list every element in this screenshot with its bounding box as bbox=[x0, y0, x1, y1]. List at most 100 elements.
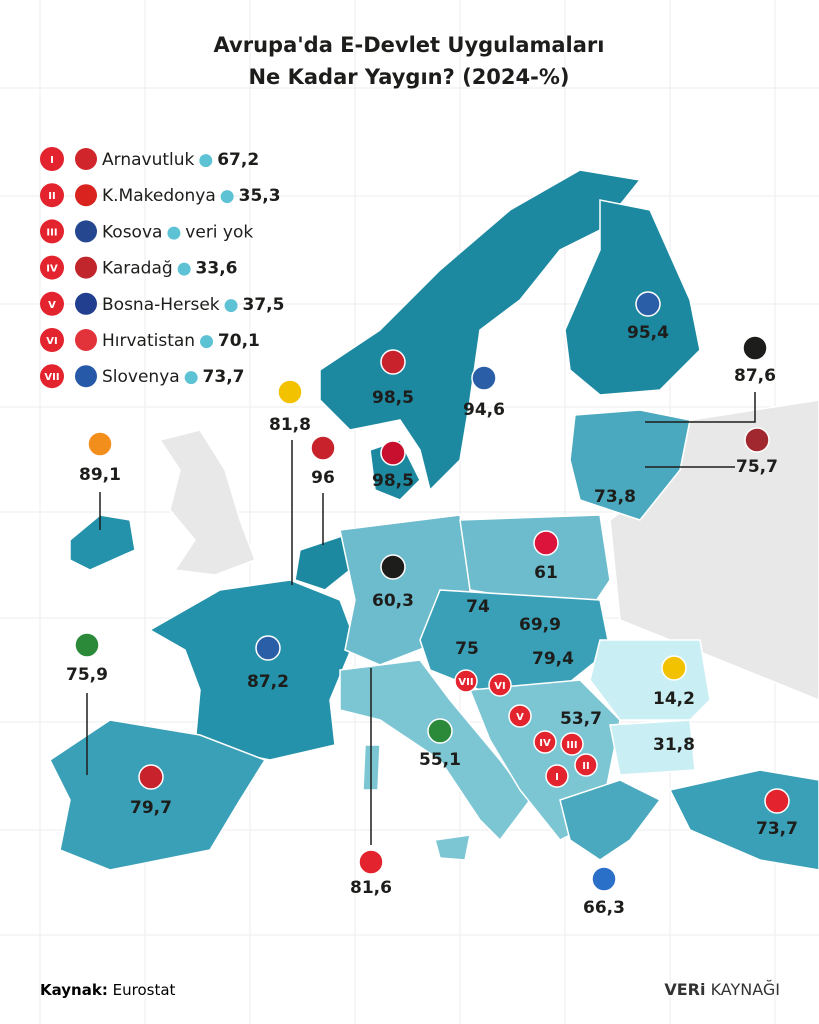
map-value: 79,7 bbox=[130, 798, 172, 818]
numeral: VI bbox=[46, 336, 57, 347]
brand-bold: VERi bbox=[664, 980, 705, 999]
flag bbox=[75, 365, 97, 388]
flag bbox=[138, 764, 164, 790]
map-numeral: I bbox=[555, 772, 559, 783]
leader-lines bbox=[86, 392, 756, 845]
title-line: Avrupa'da E-Devlet Uygulamaları bbox=[214, 33, 605, 57]
flag bbox=[75, 184, 97, 207]
map-numeral-badge bbox=[454, 669, 478, 693]
flag bbox=[427, 718, 453, 744]
map-value: 61 bbox=[534, 563, 558, 583]
numeral: III bbox=[46, 227, 57, 238]
dot: ● bbox=[166, 222, 181, 242]
map-numeral-badge bbox=[488, 673, 512, 697]
map-value: 75,9 bbox=[66, 665, 108, 685]
numeral: IV bbox=[46, 264, 58, 275]
dot: ● bbox=[198, 150, 213, 170]
numeral: II bbox=[48, 191, 55, 202]
map-numeral: IV bbox=[539, 738, 551, 749]
source: Kaynak: Eurostat bbox=[40, 981, 176, 999]
map-value: 31,8 bbox=[653, 735, 695, 755]
map-value: 55,1 bbox=[419, 750, 461, 770]
flag bbox=[380, 349, 406, 375]
flag bbox=[380, 440, 406, 466]
dot: ● bbox=[224, 295, 239, 315]
map-numeral: II bbox=[582, 761, 589, 772]
country-name: Bosna-Hersek bbox=[102, 295, 220, 315]
numeral-badge bbox=[40, 328, 64, 352]
map-numeral-badge bbox=[574, 753, 598, 777]
dot: ● bbox=[220, 186, 235, 206]
country-value: 33,6 bbox=[196, 259, 238, 279]
map-value: 96 bbox=[311, 468, 335, 488]
map-value: 73,7 bbox=[756, 819, 798, 839]
flag bbox=[75, 292, 97, 315]
map-value: 95,4 bbox=[627, 323, 669, 343]
map-value: 98,5 bbox=[372, 388, 414, 408]
numeral-badge bbox=[40, 364, 64, 389]
flag bbox=[661, 655, 687, 681]
flag bbox=[764, 788, 790, 814]
map-value: 14,2 bbox=[653, 689, 695, 709]
map-value: 98,5 bbox=[372, 471, 414, 491]
country-name: Slovenya bbox=[102, 367, 180, 387]
country-name: Karadağ bbox=[102, 259, 173, 279]
legend-entry: Bosna-Hersek ● 37,5 bbox=[102, 295, 284, 315]
map-numeral: VII bbox=[458, 677, 473, 688]
dot: ● bbox=[199, 331, 214, 351]
map-value: 60,3 bbox=[372, 591, 414, 611]
map-value: 87,2 bbox=[247, 672, 289, 692]
map-numeral-badge bbox=[533, 730, 557, 754]
flag bbox=[742, 335, 768, 361]
title-line: Ne Kadar Yaygın? (2024-%) bbox=[248, 65, 569, 89]
country-value: 37,5 bbox=[242, 295, 284, 315]
map-value: 74 bbox=[466, 597, 490, 617]
flag bbox=[75, 220, 97, 243]
country-value: 67,2 bbox=[217, 150, 259, 170]
source-name: Eurostat bbox=[113, 981, 176, 999]
flag bbox=[310, 435, 336, 461]
map-value: 53,7 bbox=[560, 709, 602, 729]
dot: ● bbox=[184, 367, 199, 387]
flag bbox=[75, 148, 97, 170]
flag bbox=[75, 329, 97, 351]
flag bbox=[74, 632, 100, 658]
legend-entry: K.Makedonya ● 35,3 bbox=[102, 186, 281, 206]
flag bbox=[635, 291, 661, 317]
map-value: 79,4 bbox=[532, 649, 574, 669]
country-value: 70,1 bbox=[218, 331, 260, 351]
map-value: 81,6 bbox=[350, 878, 392, 898]
map-value: 66,3 bbox=[583, 898, 625, 918]
numeral: I bbox=[50, 155, 54, 166]
brand: VERi KAYNAĞI bbox=[664, 980, 780, 999]
country-name: Arnavutluk bbox=[102, 150, 195, 170]
country-name: K.Makedonya bbox=[102, 186, 216, 206]
country-name: Kosova bbox=[102, 222, 162, 242]
legend-entry: Arnavutluk ● 67,2 bbox=[102, 150, 259, 170]
flag bbox=[591, 866, 617, 892]
map-numeral-badge bbox=[545, 764, 569, 788]
map-value: 87,6 bbox=[734, 366, 776, 386]
dot: ● bbox=[177, 259, 192, 279]
flag bbox=[75, 256, 97, 279]
flag bbox=[277, 379, 303, 405]
map-value: 75,7 bbox=[736, 457, 778, 477]
country-value: 73,7 bbox=[203, 367, 245, 387]
flag bbox=[471, 365, 497, 391]
map-value: 89,1 bbox=[79, 465, 121, 485]
numeral: V bbox=[48, 300, 56, 311]
legend-entry: Karadağ ● 33,6 bbox=[102, 259, 237, 279]
brand-rest: KAYNAĞI bbox=[711, 980, 780, 999]
legend-entry: Hırvatistan ● 70,1 bbox=[102, 331, 260, 351]
numeral-badge bbox=[40, 219, 64, 244]
flag bbox=[87, 431, 113, 457]
source-label: Kaynak: bbox=[40, 981, 108, 999]
numeral-badge bbox=[40, 291, 64, 316]
map-numeral-badge bbox=[508, 704, 532, 728]
flag bbox=[533, 530, 559, 556]
numeral-badge bbox=[40, 255, 64, 280]
numeral: VII bbox=[44, 372, 59, 383]
